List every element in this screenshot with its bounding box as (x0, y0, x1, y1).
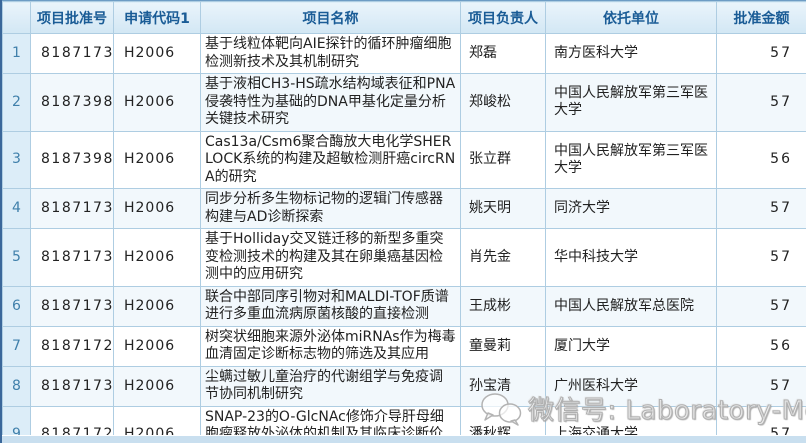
table-row: 5 81871732 H2006 基于Holliday交叉链迁移的新型多重突变检… (2, 228, 806, 287)
application-code-cell: H2006 (113, 365, 201, 407)
project-leader-cell: 孙宝清 (460, 365, 546, 407)
column-header-code: 申请代码1 (113, 1, 201, 34)
project-leader-cell: 张立群 (460, 130, 546, 189)
approval-no-cell: 81871736 (30, 365, 114, 407)
column-header-institution: 依托单位 (545, 1, 717, 34)
row-index-cell: 3 (2, 130, 31, 189)
application-code-cell: H2006 (113, 285, 201, 327)
project-title-cell: 树突状细胞来源外泌体miRNAs作为梅毒血清固定诊断标志物的筛选及其应用 (200, 325, 461, 367)
approved-amount-cell: 57 (716, 228, 806, 287)
project-leader-cell: 郑磊 (460, 33, 546, 74)
table-row: 8 81871736 H2006 尘螨过敏儿童治疗的代谢组学与免疫调节协同机制研… (2, 365, 806, 407)
row-index-cell: 7 (2, 325, 31, 367)
column-header-index (2, 1, 31, 34)
row-index-cell: 6 (2, 285, 31, 327)
table-body: 1 81871735 H2006 基于线粒体靶向AIE探针的循环肿瘤细胞检测新技… (2, 33, 806, 443)
approval-no-cell: 81871730 (30, 188, 114, 229)
approved-amount-cell: 57 (716, 73, 806, 132)
approved-amount-cell: 56 (716, 130, 806, 189)
application-code-cell: H2006 (113, 33, 201, 74)
approval-no-cell: 81871735 (30, 33, 114, 74)
project-title-cell: 同步分析多生物标记物的逻辑门传感器构建与AD诊断探索 (200, 188, 461, 229)
table-row: 7 81871729 H2006 树突状细胞来源外泌体miRNAs作为梅毒血清固… (2, 325, 806, 367)
application-code-cell: H2006 (113, 228, 201, 287)
institution-cell: 南方医科大学 (545, 33, 717, 74)
row-index-cell: 4 (2, 188, 31, 229)
table-row: 1 81871735 H2006 基于线粒体靶向AIE探针的循环肿瘤细胞检测新技… (2, 33, 806, 74)
table-row: 6 81871731 H2006 联合中部同序引物对和MALDI-TOF质谱进行… (2, 285, 806, 327)
header-row: 项目批准号 申请代码1 项目名称 项目负责人 依托单位 批准金额 (2, 1, 806, 34)
project-leader-cell: 肖先金 (460, 228, 546, 287)
institution-cell: 同济大学 (545, 188, 717, 229)
approval-no-cell: 81871732 (30, 228, 114, 287)
row-index-cell: 5 (2, 228, 31, 287)
project-leader-cell: 王成彬 (460, 285, 546, 327)
institution-cell: 中国人民解放军第三军医大学 (545, 130, 717, 189)
project-leader-cell: 姚天明 (460, 188, 546, 229)
approval-no-cell: 81873982 (30, 73, 114, 132)
institution-cell: 厦门大学 (545, 325, 717, 367)
row-index-cell: 1 (2, 33, 31, 74)
application-code-cell: H2006 (113, 73, 201, 132)
project-leader-cell: 郑峻松 (460, 73, 546, 132)
institution-cell: 广州医科大学 (545, 365, 717, 407)
approval-no-cell: 81871729 (30, 325, 114, 367)
project-title-cell: 联合中部同序引物对和MALDI-TOF质谱进行多重血流病原菌核酸的直接检测 (200, 285, 461, 327)
project-title-cell: Cas13a/Csm6聚合酶放大电化学SHERLOCK系统的构建及超敏检测肝癌c… (200, 130, 461, 189)
column-header-amount: 批准金额 (716, 1, 806, 34)
project-title-cell: 尘螨过敏儿童治疗的代谢组学与免疫调节协同机制研究 (200, 365, 461, 407)
approved-amount-cell: 57 (716, 285, 806, 327)
project-title-cell: 基于Holliday交叉链迁移的新型多重突变检测技术的构建及其在卵巢癌基因检测中… (200, 228, 461, 287)
application-code-cell: H2006 (113, 188, 201, 229)
row-index-cell: 9 (2, 405, 31, 443)
table-row: 2 81873982 H2006 基于液相CH3-HS疏水结构域表征和PNA侵袭… (2, 73, 806, 132)
bottom-scroll-strip (2, 435, 806, 443)
project-title-cell: 基于线粒体靶向AIE探针的循环肿瘤细胞检测新技术及其机制研究 (200, 33, 461, 74)
row-index-cell: 8 (2, 365, 31, 407)
application-code-cell: H2006 (113, 130, 201, 189)
column-header-title: 项目名称 (200, 1, 461, 34)
approved-amount-cell: 57 (716, 365, 806, 407)
approved-amount-cell: 57 (716, 33, 806, 74)
top-border-line (2, 0, 806, 1)
approval-no-cell: 81873981 (30, 130, 114, 189)
project-leader-cell: 童曼莉 (460, 325, 546, 367)
column-header-approval-no: 项目批准号 (30, 1, 114, 34)
column-header-leader: 项目负责人 (460, 1, 546, 34)
project-title-cell: 基于液相CH3-HS疏水结构域表征和PNA侵袭特性为基础的DNA甲基化定量分析关… (200, 73, 461, 132)
table-row: 3 81873981 H2006 Cas13a/Csm6聚合酶放大电化学SHER… (2, 130, 806, 189)
table-row: 4 81871730 H2006 同步分析多生物标记物的逻辑门传感器构建与AD诊… (2, 188, 806, 229)
application-code-cell: H2006 (113, 325, 201, 367)
institution-cell: 华中科技大学 (545, 228, 717, 287)
approval-no-cell: 81871731 (30, 285, 114, 327)
row-index-cell: 2 (2, 73, 31, 132)
institution-cell: 中国人民解放军第三军医大学 (545, 73, 717, 132)
approved-amount-cell: 57 (716, 188, 806, 229)
institution-cell: 中国人民解放军总医院 (545, 285, 717, 327)
table-header: 项目批准号 申请代码1 项目名称 项目负责人 依托单位 批准金额 (2, 1, 806, 34)
approved-amount-cell: 56 (716, 325, 806, 367)
